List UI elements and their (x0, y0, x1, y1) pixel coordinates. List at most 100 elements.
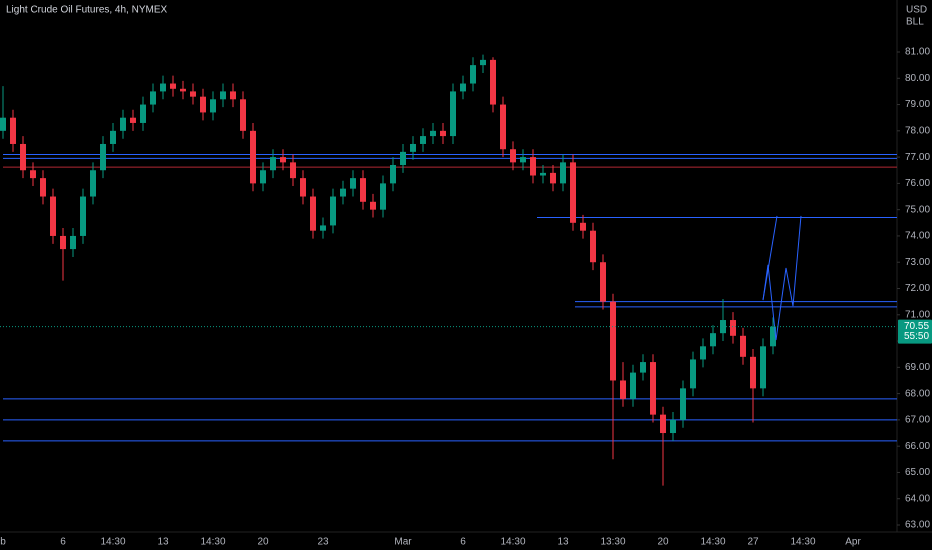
candle-body (290, 162, 296, 179)
candle-body (170, 83, 176, 89)
y-tick-label: 72.00 (905, 283, 930, 294)
candle-body (770, 326, 776, 347)
candle-body (440, 130, 446, 137)
candle-body (610, 301, 616, 381)
y-tick-label: 69.00 (905, 362, 930, 373)
candle-body (380, 183, 386, 210)
candle-body (540, 172, 546, 176)
candle-body (410, 143, 416, 152)
candle-body (480, 59, 486, 66)
candle-body (250, 130, 256, 184)
candle-body (10, 117, 16, 144)
candle-body (570, 162, 576, 223)
candle-body (270, 157, 276, 171)
candle-body (600, 262, 606, 302)
candle-body (420, 136, 426, 144)
candle-body (30, 170, 36, 179)
candle-body (620, 380, 626, 399)
candle-body (80, 196, 86, 236)
y-tick-label: 79.00 (905, 99, 930, 110)
candle-body (700, 346, 706, 360)
x-tick-label: Mar (394, 537, 412, 548)
candle-body (130, 117, 136, 123)
candle-body (120, 117, 126, 131)
candle-body (460, 83, 466, 92)
candle-body (70, 235, 76, 250)
candle-body (510, 149, 516, 163)
candle-body (240, 99, 246, 131)
candle-body (280, 157, 286, 163)
candle-body (20, 143, 26, 171)
candle-body (430, 130, 436, 137)
candle-body (580, 222, 586, 231)
candle-body (230, 91, 236, 100)
candle-body (300, 178, 306, 197)
candle-body (520, 157, 526, 163)
x-tick-label: 20 (257, 537, 269, 548)
y-tick-label: 63.00 (905, 520, 930, 531)
candle-body (350, 178, 356, 189)
candle-body (110, 130, 116, 144)
candle-body (390, 164, 396, 184)
candle-body (710, 333, 716, 347)
y-tick-label: 66.00 (905, 441, 930, 452)
y-tick-label: 78.00 (905, 125, 930, 136)
unit: BLL (906, 17, 924, 28)
candle-body (450, 91, 456, 137)
chart-title: Light Crude Oil Futures, 4h, NYMEX (6, 5, 168, 16)
candle-body (190, 91, 196, 97)
x-tick-label: 14:30 (500, 537, 525, 548)
candle-body (670, 419, 676, 434)
candle-body (0, 117, 6, 131)
candle-body (490, 59, 496, 105)
y-tick-label: 77.00 (905, 152, 930, 163)
y-tick-label: 71.00 (905, 309, 930, 320)
candle-body (200, 96, 206, 113)
candle-body (370, 201, 376, 210)
x-tick-label: 20 (657, 537, 669, 548)
candle-body (90, 170, 96, 197)
candle-body (340, 188, 346, 197)
y-tick-label: 65.00 (905, 467, 930, 478)
y-tick-label: 67.00 (905, 415, 930, 426)
x-tick-label: 13 (557, 537, 569, 548)
y-tick-label: 73.00 (905, 257, 930, 268)
candle-body (140, 104, 146, 123)
last-price-label: 70.55 (904, 321, 929, 332)
candle-body (640, 362, 646, 373)
candle-body (750, 356, 756, 389)
candle-body (180, 88, 186, 92)
candle-body (310, 196, 316, 231)
y-tick-label: 75.00 (905, 204, 930, 215)
countdown: 55:50 (904, 331, 929, 342)
x-tick-label: 13:30 (600, 537, 625, 548)
y-tick-label: 76.00 (905, 178, 930, 189)
candle-body (730, 320, 736, 336)
candle-body (690, 359, 696, 389)
candle-body (650, 362, 656, 415)
candle-body (400, 151, 406, 165)
y-tick-label: 64.00 (905, 493, 930, 504)
candle-body (560, 162, 566, 184)
candle-body (550, 172, 556, 184)
candle-body (360, 178, 366, 202)
candle-body (60, 235, 66, 250)
x-tick-label: b (0, 537, 6, 548)
candle-body (530, 157, 536, 176)
currency: USD (906, 5, 927, 16)
candle-body (160, 83, 166, 92)
candle-body (330, 196, 336, 226)
candle-body (660, 414, 666, 434)
candle-body (630, 372, 636, 399)
candle-body (40, 178, 46, 197)
candle-body (500, 104, 506, 150)
x-tick-label: 6 (60, 537, 66, 548)
x-tick-label: 23 (317, 537, 329, 548)
candle-body (210, 99, 216, 113)
candle-body (50, 196, 56, 236)
candle-body (320, 225, 326, 231)
x-tick-label: 14:30 (100, 537, 125, 548)
candle-body (260, 170, 266, 184)
y-tick-label: 80.00 (905, 73, 930, 84)
